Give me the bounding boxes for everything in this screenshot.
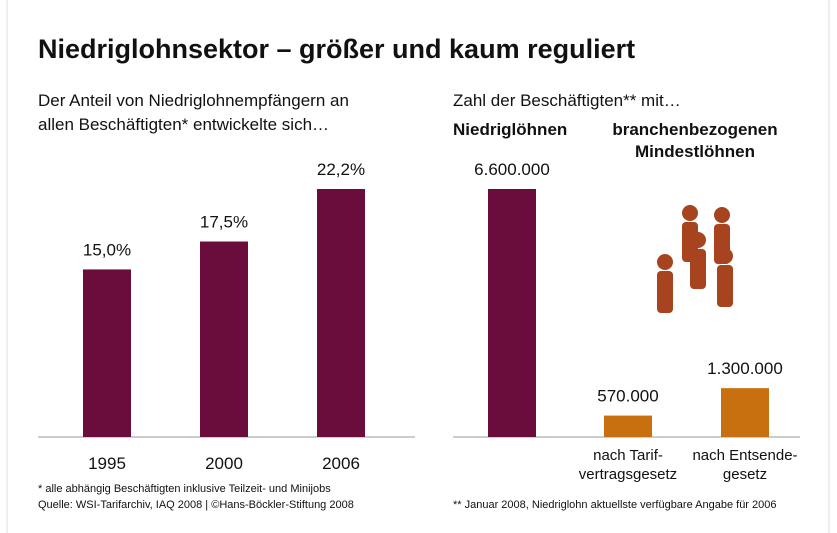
x-tick-label: 1995	[88, 454, 126, 473]
footnote: * alle abhängig Beschäftigten inklusive …	[38, 483, 331, 495]
value-label: 17,5%	[200, 213, 248, 232]
subtitle: Zahl der Beschäftigten** mit…	[453, 91, 681, 110]
x-tick-label: 2006	[322, 454, 360, 473]
bar	[721, 388, 769, 437]
bar	[488, 189, 536, 437]
source: Quelle: WSI-Tarifarchiv, IAQ 2008 | ©Han…	[38, 499, 354, 511]
value-label: 1.300.000	[707, 359, 783, 378]
bar	[317, 189, 365, 437]
x-tick-label: 2000	[205, 454, 243, 473]
bar	[604, 416, 652, 437]
title: Niedriglohnsektor – größer und kaum regu…	[38, 34, 635, 64]
value-label: 22,2%	[317, 160, 365, 179]
value-label: 6.600.000	[474, 160, 550, 179]
value-label: 15,0%	[83, 240, 131, 259]
bar	[200, 242, 248, 437]
value-label: 570.000	[597, 387, 658, 406]
infographic: Niedriglohnsektor – größer und kaum regu…	[0, 0, 837, 533]
bar	[83, 269, 131, 437]
footnote: ** Januar 2008, Niedriglohn aktuellste v…	[453, 499, 777, 511]
legend-label: Niedriglöhnen	[453, 120, 567, 139]
